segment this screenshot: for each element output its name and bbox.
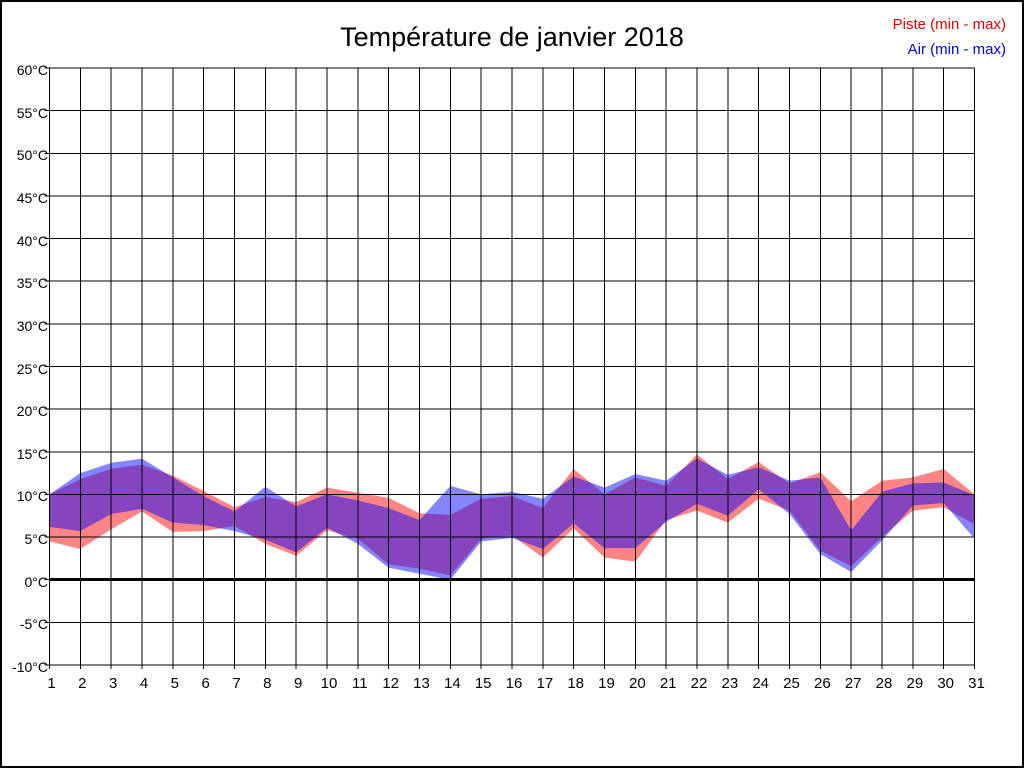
x-axis-label: 13 — [413, 675, 430, 692]
x-axis-label: 2 — [78, 675, 87, 692]
x-axis-label: 29 — [906, 675, 924, 692]
x-axis-label: 19 — [598, 675, 615, 692]
y-axis-label: 55°C — [16, 104, 48, 121]
x-axis-label: 1 — [47, 675, 56, 692]
x-axis-label: 3 — [108, 675, 118, 692]
x-axis-label: 11 — [352, 675, 368, 692]
y-axis-label: 50°C — [16, 147, 48, 164]
x-axis-label: 4 — [139, 675, 149, 692]
x-axis-label: 6 — [201, 675, 210, 692]
x-axis-label: 25 — [783, 675, 800, 692]
chart-title: Température de janvier 2018 — [340, 22, 684, 52]
x-axis-label: 16 — [505, 675, 523, 692]
y-axis-label: 15°C — [16, 445, 48, 462]
x-axis-label: 9 — [293, 675, 303, 692]
legend: Piste (min - max) Air (min - max) — [893, 12, 1006, 62]
x-axis-label: 28 — [875, 675, 893, 692]
y-axis-label: 20°C — [16, 403, 48, 420]
x-axis-label: 5 — [170, 675, 179, 692]
x-axis-label: 12 — [382, 675, 399, 692]
x-axis-label: 27 — [844, 675, 862, 692]
x-axis-label: 31 — [968, 675, 985, 692]
x-axis-label: 18 — [567, 675, 584, 692]
x-axis-label: 24 — [752, 675, 769, 692]
y-axis-label: 40°C — [16, 232, 48, 249]
y-axis-label: 60°C — [16, 62, 48, 78]
x-axis-label: 21 — [659, 675, 677, 692]
x-axis-label: 26 — [813, 675, 831, 692]
x-axis-label: 23 — [721, 675, 739, 692]
x-axis-label: 14 — [443, 675, 461, 692]
y-axis-label: 35°C — [16, 275, 48, 292]
x-axis-label: 15 — [474, 675, 492, 692]
y-axis-label: 45°C — [16, 189, 48, 206]
y-axis-label: 25°C — [16, 360, 48, 377]
x-axis-label: 22 — [690, 675, 708, 692]
x-axis-label: 10 — [320, 675, 338, 692]
x-axis-label: 7 — [232, 675, 241, 692]
x-axis-label: 8 — [263, 675, 272, 692]
y-axis-label: -5°C — [19, 616, 48, 633]
y-axis-label: -10°C — [12, 659, 48, 675]
y-axis-label: 10°C — [16, 488, 48, 505]
x-axis-label: 20 — [628, 675, 646, 692]
legend-item-piste: Piste (min - max) — [892, 16, 1006, 33]
legend-item-air: Air (min - max) — [907, 41, 1006, 58]
x-axis-label: 30 — [937, 675, 954, 692]
x-axis-label: 17 — [536, 675, 554, 692]
y-axis-label: 5°C — [24, 531, 49, 548]
y-axis-label: 0°C — [24, 573, 49, 590]
y-axis-label: 30°C — [16, 317, 48, 334]
